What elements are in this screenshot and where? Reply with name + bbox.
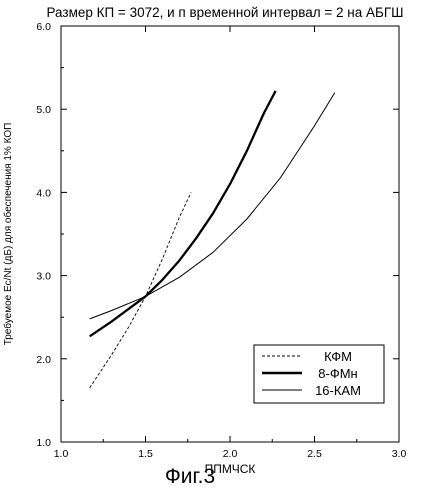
x-tick-label: 3.0 [392,448,407,460]
figure-caption: Фиг.3 [0,465,380,489]
legend-label-8psk: 8-ФМн [318,366,357,381]
series-layer [90,91,335,388]
y-tick-label: 4.0 [36,187,51,199]
x-tick-label: 1.5 [138,448,153,460]
y-tick-label: 1.0 [36,437,51,449]
legend-label-kfm: КФМ [324,349,352,364]
chart-title: Размер КП = 3072, и п временной интервал… [46,5,403,20]
legend-label-16qam: 16-КАМ [315,383,361,398]
y-tick-label: 2.0 [36,354,51,366]
y-tick-label: 5.0 [36,104,51,116]
y-axis-label: Требуемое Ec/Nt (дБ) для обеспечения 1% … [2,123,14,346]
legend: КФМ 8-ФМн 16-КАМ [254,345,384,403]
series-8psk-line [90,91,276,336]
x-tick-label: 2.0 [223,448,238,460]
x-tick-label: 1.0 [54,448,69,460]
x-tick-label: 2.5 [307,448,322,460]
series-kfm-line [90,192,191,388]
y-tick-label: 6.0 [36,21,51,33]
series-16qam-line [90,93,335,319]
y-tick-label: 3.0 [36,271,51,283]
